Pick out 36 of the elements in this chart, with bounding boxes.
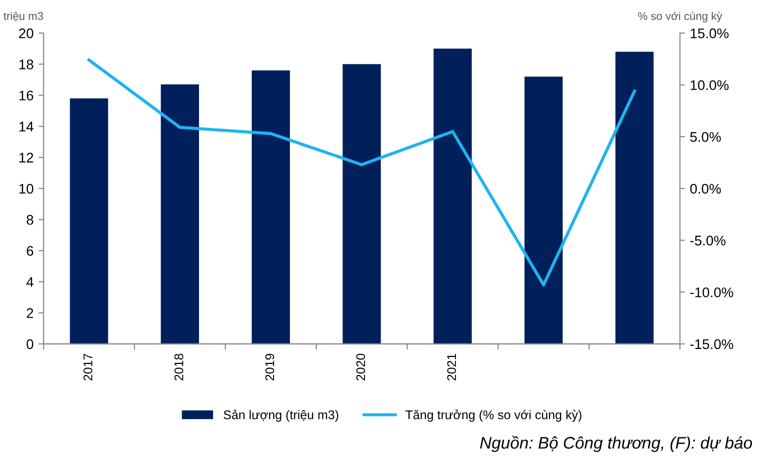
bar [342, 64, 381, 344]
y2-tick-label: 15.0% [690, 28, 729, 38]
y-tick-label: 20 [19, 28, 34, 38]
y-tick-label: 18 [19, 60, 34, 70]
y2-tick-label: 5.0% [690, 132, 721, 142]
y-tick-label: 10 [19, 184, 34, 194]
x-tick-label: 2021 [447, 354, 456, 380]
y-tick-label: 16 [19, 90, 34, 100]
bar [160, 84, 200, 344]
y2-axis-title: % so với cùng kỳ [638, 12, 722, 22]
y-tick-label: 8 [26, 214, 34, 225]
legend-label: Tăng trưởng (% so với cùng kỳ) [406, 410, 582, 422]
x-tick-label: 2020 [356, 354, 366, 380]
bar [524, 76, 563, 344]
bar [615, 52, 654, 344]
y-tick-label: 14 [19, 122, 34, 132]
line-series [87, 58, 636, 286]
text: Nguồn: Bộ Công thương, (F): dự báo [480, 436, 752, 452]
bar [434, 48, 472, 344]
y2-tick-label: -10.0% [690, 287, 734, 298]
y-axis-title: triệu m3 [4, 12, 44, 22]
x-tick-label: 2017 [84, 354, 92, 380]
y-tick-label: 6 [26, 246, 34, 256]
y-tick-label: 12 [19, 152, 34, 162]
y-tick-label: 0 [26, 339, 34, 350]
y2-tick-label: 10.0% [690, 80, 729, 90]
legend-label: Sản lượng (triệu m3) [224, 410, 338, 422]
y2-tick-label: -5.0% [690, 236, 726, 246]
y2-tick-label: 0.0% [690, 184, 721, 194]
x-tick-label: 2019 [265, 354, 274, 380]
y2-tick-label: -15.0% [690, 339, 734, 350]
bar [70, 98, 108, 344]
bar [252, 70, 290, 344]
y-tick-label: 2 [26, 308, 34, 318]
x-tick-label: 2018 [174, 354, 184, 380]
y-tick-label: 4 [26, 277, 34, 287]
